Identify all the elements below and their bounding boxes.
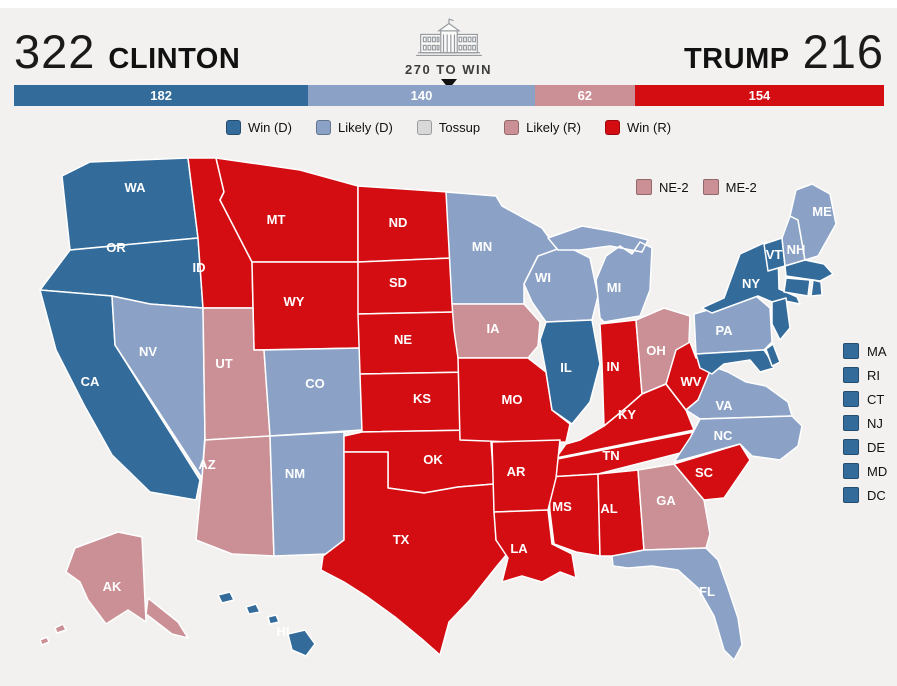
small-state-label: CT [867,391,885,407]
clinton-name: CLINTON [108,43,241,75]
state-DE[interactable] [765,343,781,367]
legend-item-likely_r: Likely (R) [504,120,581,135]
legend-item-likely_d: Likely (D) [315,120,393,135]
state-AR[interactable] [491,439,561,513]
ev-bar-segment-likely_r: 62 [534,85,635,106]
small-state-label: DC [867,487,886,503]
legend-swatch-tossup [416,120,432,135]
state-ME[interactable] [789,183,837,261]
state-LA[interactable] [493,509,577,583]
legend-item-win_r: Win (R) [605,120,671,135]
trump-header: TRUMP 216 [684,28,884,75]
small-state-swatch-dc [843,487,859,503]
state-AZ[interactable] [195,435,275,557]
small-state-row-md: MD [843,463,887,479]
legend-label: Likely (D) [337,120,393,135]
state-AK[interactable] [39,531,189,646]
category-legend: Win (D) Likely (D) Tossup Likely (R) Win (R) [0,120,897,135]
ev-bar-segment-win_r: 154 [634,85,884,106]
small-state-label: RI [867,367,880,383]
small-state-swatch-nj [843,415,859,431]
district-chip-ne-2: NE-2 [636,179,689,195]
clinton-ev-total: 322 [14,25,96,78]
legend-item-win_d: Win (D) [225,120,292,135]
small-state-label: MD [867,463,888,479]
legend-label: Win (R) [627,120,672,135]
small-state-row-de: DE [843,439,887,455]
trump-ev-total: 216 [802,25,884,78]
small-state-swatch-ct [843,391,859,407]
state-TX[interactable] [320,451,508,656]
district-label: NE-2 [659,179,689,195]
trump-name: TRUMP [683,43,790,75]
state-MD[interactable] [695,349,775,375]
state-CO[interactable] [263,347,363,437]
state-AL[interactable] [597,469,645,557]
small-state-label: MA [867,343,887,359]
small-state-swatch-md [843,463,859,479]
small-state-row-ma: MA [843,343,887,359]
state-KY[interactable] [555,383,695,459]
state-MI[interactable] [547,225,653,323]
state-CT[interactable] [783,277,811,297]
state-label-HI: HI [277,624,290,639]
district-legend: NE-2 ME-2 [636,179,757,195]
district-label: ME-2 [725,179,757,195]
small-state-swatch-ma [843,343,859,359]
small-state-row-ct: CT [843,391,887,407]
legend-swatch-win_d [225,120,241,135]
legend-swatch-likely_r [504,120,520,135]
small-state-label: DE [867,439,886,455]
district-swatch [636,179,652,195]
ev-bar: 182 140 62 154 [14,85,884,106]
state-NM[interactable] [269,431,345,557]
legend-label: Win (D) [247,120,292,135]
district-chip-me-2: ME-2 [702,179,757,195]
state-HI[interactable] [217,591,316,657]
small-state-row-ri: RI [843,367,887,383]
state-MS[interactable] [547,473,601,557]
state-IA[interactable] [451,303,541,359]
small-state-label: NJ [867,415,883,431]
top-strip [0,0,897,8]
state-NC[interactable] [673,415,803,463]
legend-swatch-win_r [605,120,620,135]
state-SD[interactable] [357,257,459,315]
small-state-swatch-de [843,439,859,455]
legend-label: Tossup [438,120,481,135]
legend-item-tossup: Tossup [416,120,481,135]
small-state-swatch-ri [843,367,859,383]
state-NJ[interactable] [771,297,791,341]
ev-bar-segment-win_d: 182 [14,85,309,106]
state-MA[interactable] [784,259,834,282]
small-state-legend: MA RI CT NJ DE MD DC [843,343,887,503]
small-state-row-dc: DC [843,487,887,503]
state-WA[interactable] [61,157,199,251]
state-IL[interactable] [539,319,601,425]
state-RI[interactable] [810,279,823,297]
state-MO[interactable] [457,357,571,444]
legend-label: Likely (R) [526,120,581,135]
ev-bar-segment-likely_d: 140 [308,85,535,106]
legend-swatch-likely_d [315,120,331,135]
clinton-header: 322 CLINTON [14,28,240,75]
state-ND[interactable] [357,185,453,263]
state-FL[interactable] [611,547,743,661]
state-WY[interactable] [251,261,361,351]
small-state-row-nj: NJ [843,415,887,431]
district-swatch [702,179,719,195]
